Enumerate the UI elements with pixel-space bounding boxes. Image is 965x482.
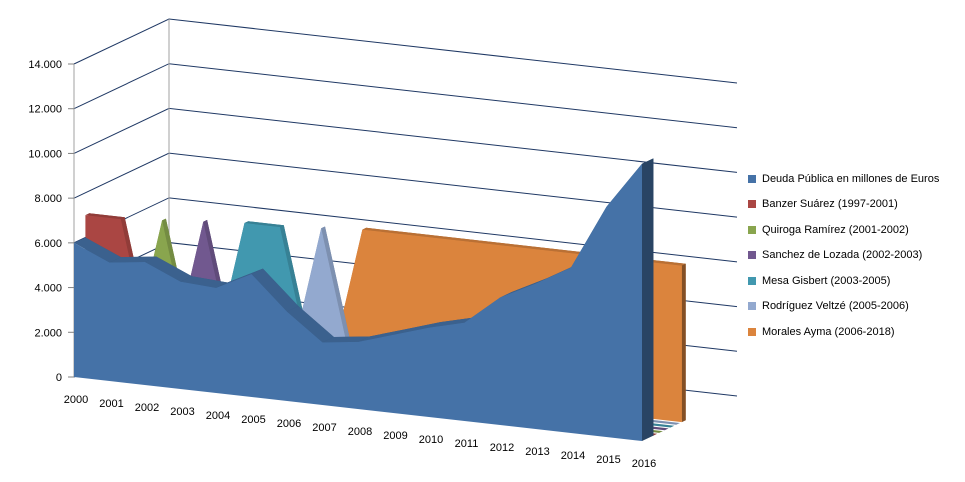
x-axis-ticks: 2000 2001 2002 2003 2004 2005 2006 2007 2008 2009… <box>64 394 656 470</box>
legend-label: Sanchez de Lozada (2002-2003) <box>762 249 923 262</box>
x-tick-label-2014: 2014 <box>561 450 585 462</box>
series-layer <box>74 158 686 441</box>
legend-label: Banzer Suárez (1997-2001) <box>762 198 898 211</box>
x-tick-label-2005: 2005 <box>241 414 265 426</box>
x-tick-label-2013: 2013 <box>525 446 549 458</box>
series-0-top-3 <box>180 276 228 288</box>
legend-item-4: Mesa Gisbert (2003-2005) <box>748 268 963 294</box>
series-6-cap <box>681 263 686 423</box>
series-0-top-5 <box>251 268 299 312</box>
legend-swatch <box>748 276 756 285</box>
gridline-6 <box>73 63 738 129</box>
x-tick-label-2007: 2007 <box>312 422 336 434</box>
legend-label: Deuda Pública en millones de Euros <box>762 172 940 185</box>
y-tick-label-5: 10.000 <box>28 148 62 160</box>
legend-label: Mesa Gisbert (2003-2005) <box>762 274 891 287</box>
series-0-top-10 <box>429 317 476 328</box>
y-axis-ticks: 0 2.000 4.000 6.000 8.000 10.000 12.000 14.000 <box>28 59 74 384</box>
series-0-top-8 <box>358 329 405 342</box>
series-0-top-4 <box>216 268 263 288</box>
x-tick-label-2009: 2009 <box>383 430 407 442</box>
legend-item-1: Banzer Suárez (1997-2001) <box>748 192 963 218</box>
x-tick-label-2000: 2000 <box>64 394 88 406</box>
x-tick-label-2010: 2010 <box>419 434 443 446</box>
legend-swatch <box>748 251 756 260</box>
gridline-7 <box>73 18 738 84</box>
x-tick-label-2006: 2006 <box>277 418 301 430</box>
y-tick-label-1: 2.000 <box>34 327 62 339</box>
series-0-top-7 <box>322 336 370 343</box>
series-6-top-7 <box>362 227 402 234</box>
y-tick-label-2: 4.000 <box>34 283 62 295</box>
x-tick-label-2004: 2004 <box>206 410 230 422</box>
legend-swatch <box>748 327 756 336</box>
legend-item-6: Morales Ayma (2006-2018) <box>748 319 963 345</box>
series-6-top-10 <box>468 239 509 246</box>
legend-item-0: Deuda Pública en millones de Euros <box>748 166 963 192</box>
legend: Deuda Pública en millones de Euros Banzer… <box>748 166 963 345</box>
series-6-top-15 <box>646 259 686 266</box>
x-tick-label-2011: 2011 <box>455 438 479 450</box>
series-0-top-0 <box>74 237 121 263</box>
legend-label: Morales Ayma (2006-2018) <box>762 325 895 338</box>
x-tick-label-2016: 2016 <box>632 458 656 470</box>
legend-swatch <box>748 174 756 183</box>
y-tick-label-4: 8.000 <box>34 193 62 205</box>
series-0-top-6 <box>287 306 334 343</box>
y-tick-label-3: 6.000 <box>34 238 62 250</box>
x-tick-label-2003: 2003 <box>170 406 194 418</box>
series-6-top-9 <box>433 235 473 242</box>
series-6-top-11 <box>504 243 544 250</box>
legend-label: Quiroga Ramírez (2001-2002) <box>762 223 909 236</box>
series-0-front <box>74 163 642 441</box>
series-0-top-12 <box>500 278 547 298</box>
y-tick-label-0: 0 <box>56 372 62 384</box>
series-0-top-1 <box>109 256 157 263</box>
series-1-top-0 <box>85 213 125 220</box>
series-0 <box>74 158 654 441</box>
x-tick-label-2001: 2001 <box>99 398 123 410</box>
y-tick-label-7: 14.000 <box>28 59 62 71</box>
x-tick-label-2002: 2002 <box>135 402 159 414</box>
y-tick-label-6: 12.000 <box>28 104 62 116</box>
legend-swatch <box>748 200 756 209</box>
series-6-top-8 <box>397 231 438 238</box>
series-0-top-2 <box>145 256 192 282</box>
x-tick-label-2015: 2015 <box>596 454 620 466</box>
series-0-top-9 <box>393 322 441 335</box>
series-0-top-13 <box>535 262 583 284</box>
gridline-5 <box>73 107 738 173</box>
series-0-cap <box>642 158 654 441</box>
legend-swatch <box>748 302 756 311</box>
legend-swatch <box>748 225 756 234</box>
legend-item-5: Rodríguez Veltzé (2005-2006) <box>748 294 963 320</box>
legend-item-3: Sanchez de Lozada (2002-2003) <box>748 243 963 269</box>
legend-label: Rodríguez Veltzé (2005-2006) <box>762 300 909 313</box>
x-tick-label-2008: 2008 <box>348 426 372 438</box>
legend-item-2: Quiroga Ramírez (2001-2002) <box>748 217 963 243</box>
x-tick-label-2012: 2012 <box>490 442 514 454</box>
series-4-top-4 <box>244 221 284 227</box>
series-6-top-12 <box>539 247 580 254</box>
